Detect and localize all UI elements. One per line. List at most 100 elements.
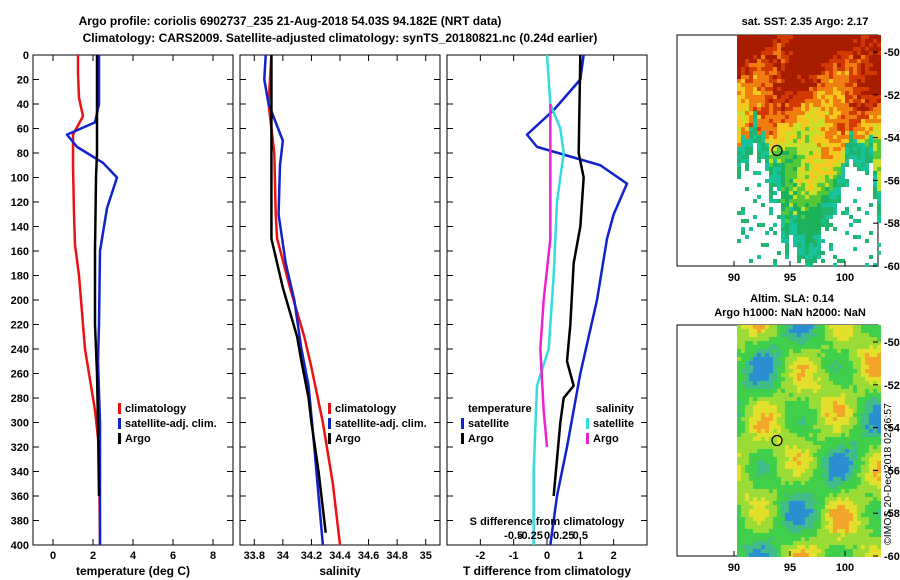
map-cell — [793, 533, 797, 537]
map-cell — [813, 135, 817, 139]
map-cell — [761, 75, 765, 79]
map-cell — [793, 381, 797, 385]
map-cell — [849, 393, 853, 397]
map-cell — [829, 115, 833, 119]
map-cell — [761, 465, 765, 469]
map-cell — [801, 449, 805, 453]
map-cell — [745, 393, 749, 397]
map-cell — [749, 35, 753, 39]
map-cell — [773, 199, 777, 203]
map-cell — [837, 457, 841, 461]
map-cell — [793, 127, 797, 131]
map-cell — [773, 103, 777, 107]
map-cell — [829, 51, 833, 55]
map-cell — [781, 143, 785, 147]
map-cell — [785, 429, 789, 433]
map-cell — [745, 417, 749, 421]
map-cell — [841, 553, 845, 557]
map-cell — [829, 469, 833, 473]
map-cell — [821, 187, 825, 191]
x-axis-label: temperature (deg C) — [76, 564, 190, 578]
map-cell — [745, 473, 749, 477]
map-cell — [837, 485, 841, 489]
map-cell — [797, 67, 801, 71]
map-cell — [765, 91, 769, 95]
map-cell — [829, 39, 833, 43]
map-cell — [741, 409, 745, 413]
map-cell — [845, 501, 849, 505]
map-cell — [749, 405, 753, 409]
map-cell — [849, 51, 853, 55]
map-cell — [745, 497, 749, 501]
map-cell — [845, 341, 849, 345]
map-cell — [873, 95, 877, 99]
map-cell — [761, 127, 765, 131]
map-cell — [741, 373, 745, 377]
map-cell — [785, 211, 789, 215]
map-cell — [829, 111, 833, 115]
map-cell — [857, 333, 861, 337]
map-cell — [809, 83, 813, 87]
map-cell — [853, 35, 857, 39]
map-cell — [817, 99, 821, 103]
map-cell — [801, 453, 805, 457]
map-cell — [857, 187, 861, 191]
map-cell — [805, 453, 809, 457]
map-cell — [857, 421, 861, 425]
map-cell — [769, 361, 773, 365]
map-cell — [805, 51, 809, 55]
map-cell — [753, 441, 757, 445]
map-cell — [749, 227, 753, 231]
map-cell — [853, 409, 857, 413]
map-cell — [845, 397, 849, 401]
map-cell — [837, 51, 841, 55]
x-tick-label: 2 — [90, 550, 96, 562]
map-cell — [765, 553, 769, 557]
map-cell — [853, 365, 857, 369]
map-cell — [825, 429, 829, 433]
map-cell — [865, 437, 869, 441]
map-cell — [849, 461, 853, 465]
map-cell — [773, 179, 777, 183]
map-cell — [865, 413, 869, 417]
map-cell — [877, 361, 881, 365]
map-cell — [765, 397, 769, 401]
map-cell — [825, 445, 829, 449]
map-cell — [769, 135, 773, 139]
map-cell — [833, 429, 837, 433]
map-cell — [877, 219, 881, 223]
map-cell — [757, 159, 761, 163]
map-cell — [789, 63, 793, 67]
map-cell — [853, 119, 857, 123]
map-cell — [785, 111, 789, 115]
map-cell — [869, 513, 873, 517]
map-cell — [797, 175, 801, 179]
map-cell — [749, 373, 753, 377]
map-cell — [793, 437, 797, 441]
map-cell — [845, 545, 849, 549]
map-cell — [829, 505, 833, 509]
map-cell — [753, 341, 757, 345]
map-cell — [853, 469, 857, 473]
map-cell — [749, 259, 753, 263]
map-cell — [853, 325, 857, 329]
map-cell — [781, 501, 785, 505]
map-cell — [793, 361, 797, 365]
map-cell — [765, 345, 769, 349]
map-cell — [853, 115, 857, 119]
map-cell — [865, 361, 869, 365]
map-cell — [769, 167, 773, 171]
map-cell — [877, 187, 881, 191]
map-cell — [817, 151, 821, 155]
map-cell — [769, 537, 773, 541]
map-cell — [829, 513, 833, 517]
map-cell — [785, 537, 789, 541]
map-cell — [865, 115, 869, 119]
map-cell — [765, 377, 769, 381]
map-cell — [841, 441, 845, 445]
map-cell — [777, 55, 781, 59]
map-cell — [849, 87, 853, 91]
map-cell — [877, 123, 881, 127]
map-x-tick-label: 100 — [836, 562, 854, 574]
